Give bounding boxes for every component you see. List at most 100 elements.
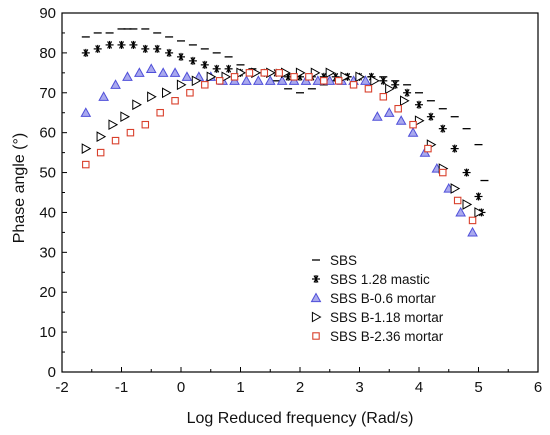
legend-item: SBS (312, 253, 357, 268)
data-point (325, 67, 336, 79)
data-point (181, 71, 193, 81)
data-point (157, 67, 169, 77)
legend-marker (312, 332, 320, 340)
x-axis-title: Log Reduced frequency (Rad/s) (187, 410, 414, 427)
data-point (122, 71, 133, 81)
data-point (379, 76, 388, 85)
data-point (162, 87, 172, 99)
y-axis-ticks: 0 10 20 30 40 50 60 70 80 90 (39, 5, 67, 381)
data-point (455, 206, 466, 217)
data-point (394, 104, 402, 113)
data-point (80, 107, 92, 117)
series-3 (80, 63, 478, 237)
data-point (320, 77, 328, 85)
data-point (81, 143, 92, 154)
data-point (120, 111, 131, 123)
x-tick-label: 4 (415, 379, 423, 396)
legend-label: SBS B-0.6 mortar (330, 291, 436, 306)
data-point (400, 95, 410, 107)
y-tick-label: 30 (39, 244, 56, 261)
data-point (206, 71, 217, 83)
data-point (191, 75, 202, 87)
data-point (450, 144, 459, 153)
data-point (468, 216, 477, 225)
data-point (81, 48, 90, 57)
legend-marker (310, 292, 322, 303)
data-point (117, 40, 126, 49)
data-point (295, 67, 306, 79)
data-point (414, 115, 425, 127)
plot-border (61, 12, 539, 373)
data-point (438, 124, 447, 133)
data-point (426, 112, 435, 121)
data-point (156, 108, 164, 117)
data-point (370, 75, 380, 87)
data-point (462, 199, 473, 210)
data-point (379, 93, 388, 101)
data-point (134, 67, 145, 77)
legend-label: SBS B-2.36 mortar (330, 329, 444, 344)
data-point (395, 115, 407, 125)
data-point (165, 48, 174, 57)
data-point (96, 148, 105, 157)
data-point (450, 183, 461, 194)
data-point (188, 56, 197, 65)
data-point (82, 160, 90, 169)
y-tick-label: 60 (39, 125, 56, 142)
data-point (245, 69, 254, 77)
data-point (424, 144, 432, 153)
data-point (403, 88, 412, 97)
y-tick-label: 90 (39, 5, 56, 22)
data-point (221, 71, 232, 83)
data-point (111, 136, 120, 145)
data-point (439, 168, 447, 177)
x-tick-label: 3 (355, 379, 363, 396)
data-point (177, 52, 185, 61)
data-point (171, 97, 179, 105)
data-point (241, 75, 252, 85)
data-point (383, 107, 395, 117)
y-tick-label: 40 (39, 204, 56, 221)
y-tick-label: 80 (39, 45, 56, 62)
legend-item: SBS 1.28 mastic (312, 272, 430, 287)
data-point (212, 64, 221, 73)
data-point (96, 131, 107, 143)
data-point (176, 79, 187, 91)
data-point (453, 196, 462, 205)
data-series (80, 28, 489, 237)
data-point (153, 44, 162, 53)
data-point (349, 81, 358, 89)
series-4 (81, 67, 485, 218)
series-2 (81, 40, 486, 217)
data-point (93, 44, 102, 53)
x-tick-label: 5 (474, 379, 482, 396)
legend-item: SBS B-0.6 mortar (310, 291, 436, 306)
data-point (467, 226, 478, 237)
y-tick-label: 50 (39, 165, 56, 182)
x-tick-label: 6 (534, 379, 542, 396)
data-point (169, 67, 181, 77)
data-point (129, 40, 138, 49)
data-point (415, 100, 423, 109)
data-point (200, 60, 209, 69)
data-point (236, 67, 247, 79)
data-point (264, 75, 276, 85)
data-point (215, 77, 224, 85)
data-point (230, 73, 239, 81)
data-point (141, 44, 150, 53)
x-tick-label: 1 (236, 379, 244, 396)
data-point (462, 168, 471, 177)
data-point (253, 75, 264, 85)
data-point (364, 85, 373, 93)
data-point (224, 64, 233, 73)
plot-frame (61, 12, 539, 373)
data-point (141, 120, 150, 129)
y-tick-label: 0 (48, 364, 56, 381)
series-5 (82, 69, 477, 225)
data-point (276, 75, 288, 85)
series-1 (81, 28, 489, 182)
data-point (201, 81, 209, 89)
legend-item: SBS B-2.36 mortar (312, 329, 444, 344)
data-point (310, 67, 321, 79)
x-tick-label: -2 (55, 379, 68, 396)
